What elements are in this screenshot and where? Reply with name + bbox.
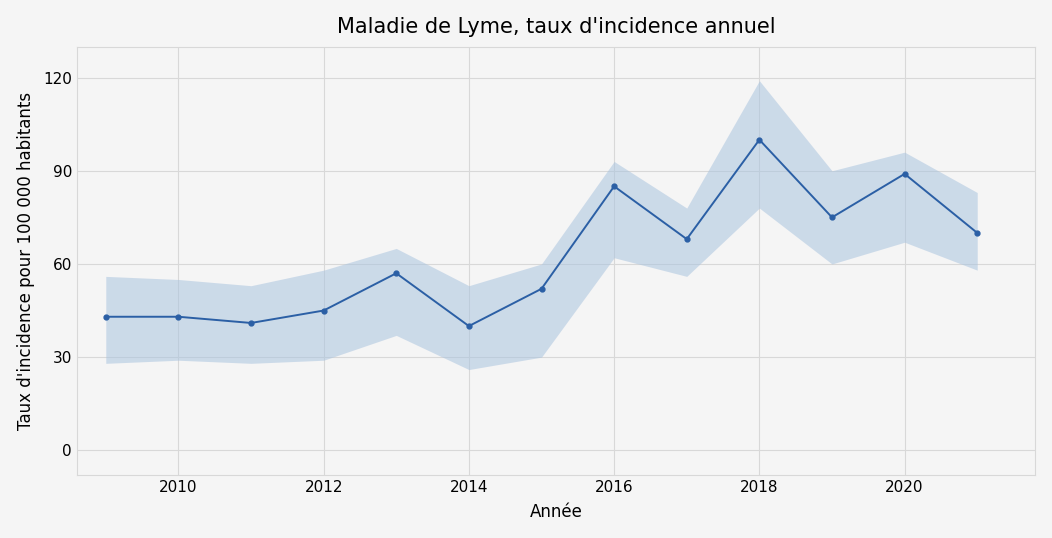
Y-axis label: Taux d'incidence pour 100 000 habitants: Taux d'incidence pour 100 000 habitants (17, 92, 35, 430)
X-axis label: Année: Année (529, 504, 583, 521)
Title: Maladie de Lyme, taux d'incidence annuel: Maladie de Lyme, taux d'incidence annuel (337, 17, 775, 37)
